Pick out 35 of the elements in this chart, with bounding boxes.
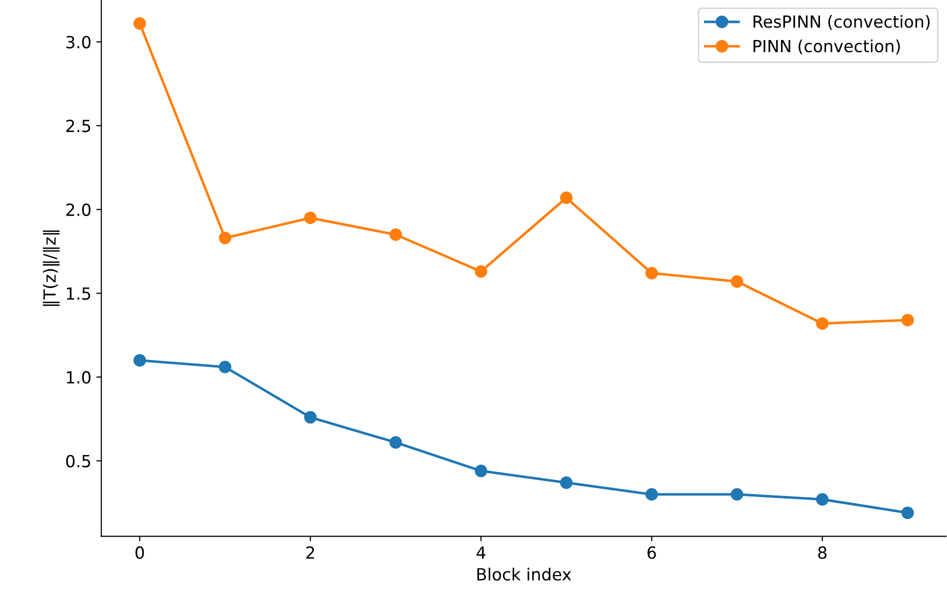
legend-label: ResPINN (convection) <box>754 15 930 30</box>
point <box>304 411 317 424</box>
y-tick-label: 3.0 <box>66 36 90 48</box>
x-tick-label: 4 <box>476 546 486 559</box>
point <box>560 476 573 489</box>
point <box>901 314 914 326</box>
point <box>560 192 573 204</box>
point <box>389 228 402 241</box>
x-tick-label: 6 <box>648 546 656 559</box>
point <box>730 488 744 501</box>
point <box>816 317 829 330</box>
y-tick-label: 1.0 <box>66 371 90 384</box>
y-tick-label: 2.0 <box>66 203 90 216</box>
legend-label: PINN (convection) <box>754 39 900 54</box>
x-tick-label: 0 <box>136 546 144 559</box>
point <box>389 436 402 449</box>
y-tick-label: 2.5 <box>66 120 90 132</box>
point <box>901 506 914 520</box>
point <box>133 354 146 367</box>
point <box>474 464 488 478</box>
x-axis-title: Block index <box>477 568 572 581</box>
y-tick-label: 0.5 <box>66 454 90 468</box>
point <box>645 266 658 280</box>
x-tick-label: 2 <box>306 546 314 559</box>
point <box>730 275 744 288</box>
y-tick-label: 1.5 <box>66 287 90 300</box>
point <box>133 17 146 30</box>
y-axis-title: ‖T(z)‖/‖z‖ <box>42 230 60 306</box>
point <box>645 488 658 501</box>
point <box>218 360 232 374</box>
point <box>218 232 232 244</box>
point <box>304 212 317 224</box>
point <box>816 493 829 506</box>
point <box>474 265 488 278</box>
x-tick-label: 8 <box>818 546 826 559</box>
